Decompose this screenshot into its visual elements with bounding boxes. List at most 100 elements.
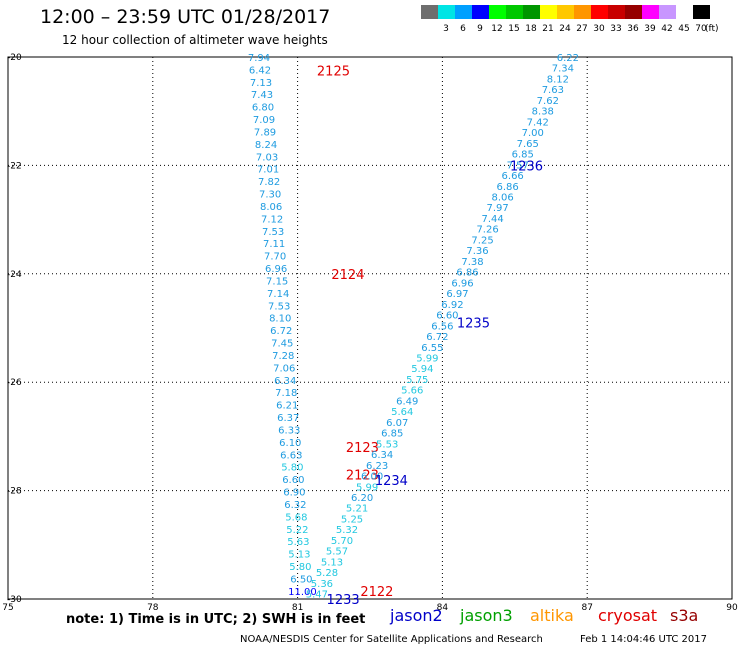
wave-height-value: 8.38 — [532, 107, 554, 118]
legend-unit: (ft) — [705, 24, 719, 34]
legend-tick-label: 30 — [593, 24, 605, 34]
satellite-label-cryosat: cryosat — [598, 606, 658, 625]
legend-swatch — [506, 5, 523, 19]
wave-height-value: 7.00 — [522, 128, 544, 139]
legend-tick-label: 39 — [644, 24, 656, 34]
legend-tick-label: 6 — [460, 24, 466, 34]
page-title: 12:00 – 23:59 UTC 01/28/2017 — [40, 6, 331, 28]
wave-height-value: 6.85 — [381, 429, 403, 440]
legend-tick-label: 3 — [443, 24, 449, 34]
legend-swatch — [421, 5, 438, 19]
wave-height-value: 5.70 — [331, 536, 353, 547]
x-tick-label: 78 — [147, 603, 159, 613]
satellite-label-altika: altika — [530, 606, 574, 625]
credit-text: NOAA/NESDIS Center for Satellite Applica… — [240, 634, 543, 645]
legend-swatch — [676, 5, 693, 19]
wave-height-value: 7.63 — [542, 85, 564, 96]
wave-height-value: 5.57 — [326, 547, 348, 558]
legend-tick-label: 21 — [542, 24, 554, 34]
footer-note: note: 1) Time is in UTC; 2) SWH is in fe… — [66, 612, 366, 627]
wave-height-value: 7.03 — [256, 152, 278, 163]
wave-height-value: 5.80 — [289, 562, 311, 573]
wave-height-value: 7.12 — [261, 214, 283, 225]
wave-height-value: 5.47 — [306, 590, 328, 601]
wave-height-value: 7.65 — [517, 139, 539, 150]
wave-height-value: 6.72 — [270, 326, 292, 337]
legend-swatch — [557, 5, 574, 19]
wave-height-value: 7.57 — [507, 160, 529, 171]
wave-height-value: 6.20 — [351, 493, 373, 504]
wave-height-value: 8.10 — [269, 314, 291, 325]
wave-height-value: 6.42 — [249, 65, 271, 76]
wave-height-value: 5.99 — [356, 482, 378, 493]
wave-height-value: 7.28 — [272, 351, 294, 362]
satellite-label-jason3: jason3 — [460, 606, 513, 625]
legend-tick-label: 36 — [627, 24, 639, 34]
wave-height-value: 6.22 — [557, 53, 579, 64]
x-tick-label: 81 — [292, 603, 303, 613]
wave-height-value: 7.94 — [248, 53, 270, 64]
wave-height-value: 8.12 — [547, 74, 569, 85]
x-tick-label: 84 — [437, 603, 449, 613]
map-frame — [7, 56, 733, 600]
wave-height-value: 6.86 — [497, 182, 519, 193]
wave-height-value: 7.25 — [471, 235, 493, 246]
wave-height-value: 7.26 — [476, 225, 498, 236]
wave-height-value: 6.34 — [371, 450, 393, 461]
wave-height-value: 7.30 — [259, 190, 281, 201]
y-tick-label: -30 — [7, 595, 22, 605]
pass-number-label: 1233 — [327, 593, 360, 608]
wave-height-value: 6.96 — [265, 264, 287, 275]
legend-tick-label: 42 — [661, 24, 673, 34]
wave-height-value: 7.15 — [266, 276, 288, 287]
legend-tick-label: 24 — [559, 24, 571, 34]
legend-swatch — [659, 5, 676, 19]
legend-tick-label: 15 — [508, 24, 520, 34]
wave-height-value: 6.63 — [280, 450, 302, 461]
wave-height-value: 7.82 — [258, 177, 280, 188]
y-tick-label: -26 — [7, 378, 22, 388]
wave-height-value: 5.75 — [406, 375, 428, 386]
wave-height-value: 6.07 — [386, 418, 408, 429]
legend-swatch — [625, 5, 642, 19]
legend-swatch — [489, 5, 506, 19]
wave-height-value: 5.66 — [401, 386, 423, 397]
wave-height-value: 7.97 — [486, 203, 508, 214]
satellite-label-jason2: jason2 — [390, 606, 443, 625]
wave-height-value: 8.06 — [260, 202, 282, 213]
wave-height-value: 6.97 — [446, 289, 468, 300]
wave-height-value: 7.11 — [263, 239, 285, 250]
wave-height-value: 7.34 — [552, 64, 574, 75]
wave-height-value: 5.21 — [346, 504, 368, 515]
legend-swatch — [455, 5, 472, 19]
wave-height-value: 6.90 — [283, 488, 305, 499]
wave-height-value: 7.13 — [250, 78, 272, 89]
wave-height-value: 6.49 — [396, 396, 418, 407]
wave-height-value: 6.60 — [436, 311, 458, 322]
legend-swatch — [693, 5, 710, 19]
wave-height-value: 7.43 — [251, 90, 273, 101]
wave-height-value: 6.50 — [290, 574, 312, 585]
legend-swatch — [540, 5, 557, 19]
wave-height-value: 5.36 — [311, 579, 333, 590]
pass-number-label: 2123 — [346, 468, 379, 483]
wave-height-value: 7.06 — [273, 363, 295, 374]
wave-height-value: 6.33 — [278, 425, 300, 436]
pass-number-label: 2124 — [331, 268, 364, 283]
wave-height-value: 7.09 — [253, 115, 275, 126]
x-tick-label: 87 — [581, 603, 592, 613]
pass-number-label: 2122 — [360, 585, 393, 600]
wave-height-value: 11.00 — [288, 587, 317, 598]
wave-height-value: 7.18 — [275, 388, 297, 399]
wave-height-value: 8.06 — [492, 193, 514, 204]
wave-height-value: 7.70 — [264, 252, 286, 263]
wave-height-value: 6.80 — [252, 103, 274, 114]
legend-swatch — [438, 5, 455, 19]
wave-height-value: 6.60 — [282, 475, 304, 486]
wave-height-value: 7.53 — [262, 227, 284, 238]
y-tick-label: -20 — [7, 53, 22, 63]
pass-number-label: 1236 — [510, 159, 543, 174]
x-tick-label: 75 — [2, 603, 13, 613]
satellite-label-s3a: s3a — [670, 606, 699, 625]
